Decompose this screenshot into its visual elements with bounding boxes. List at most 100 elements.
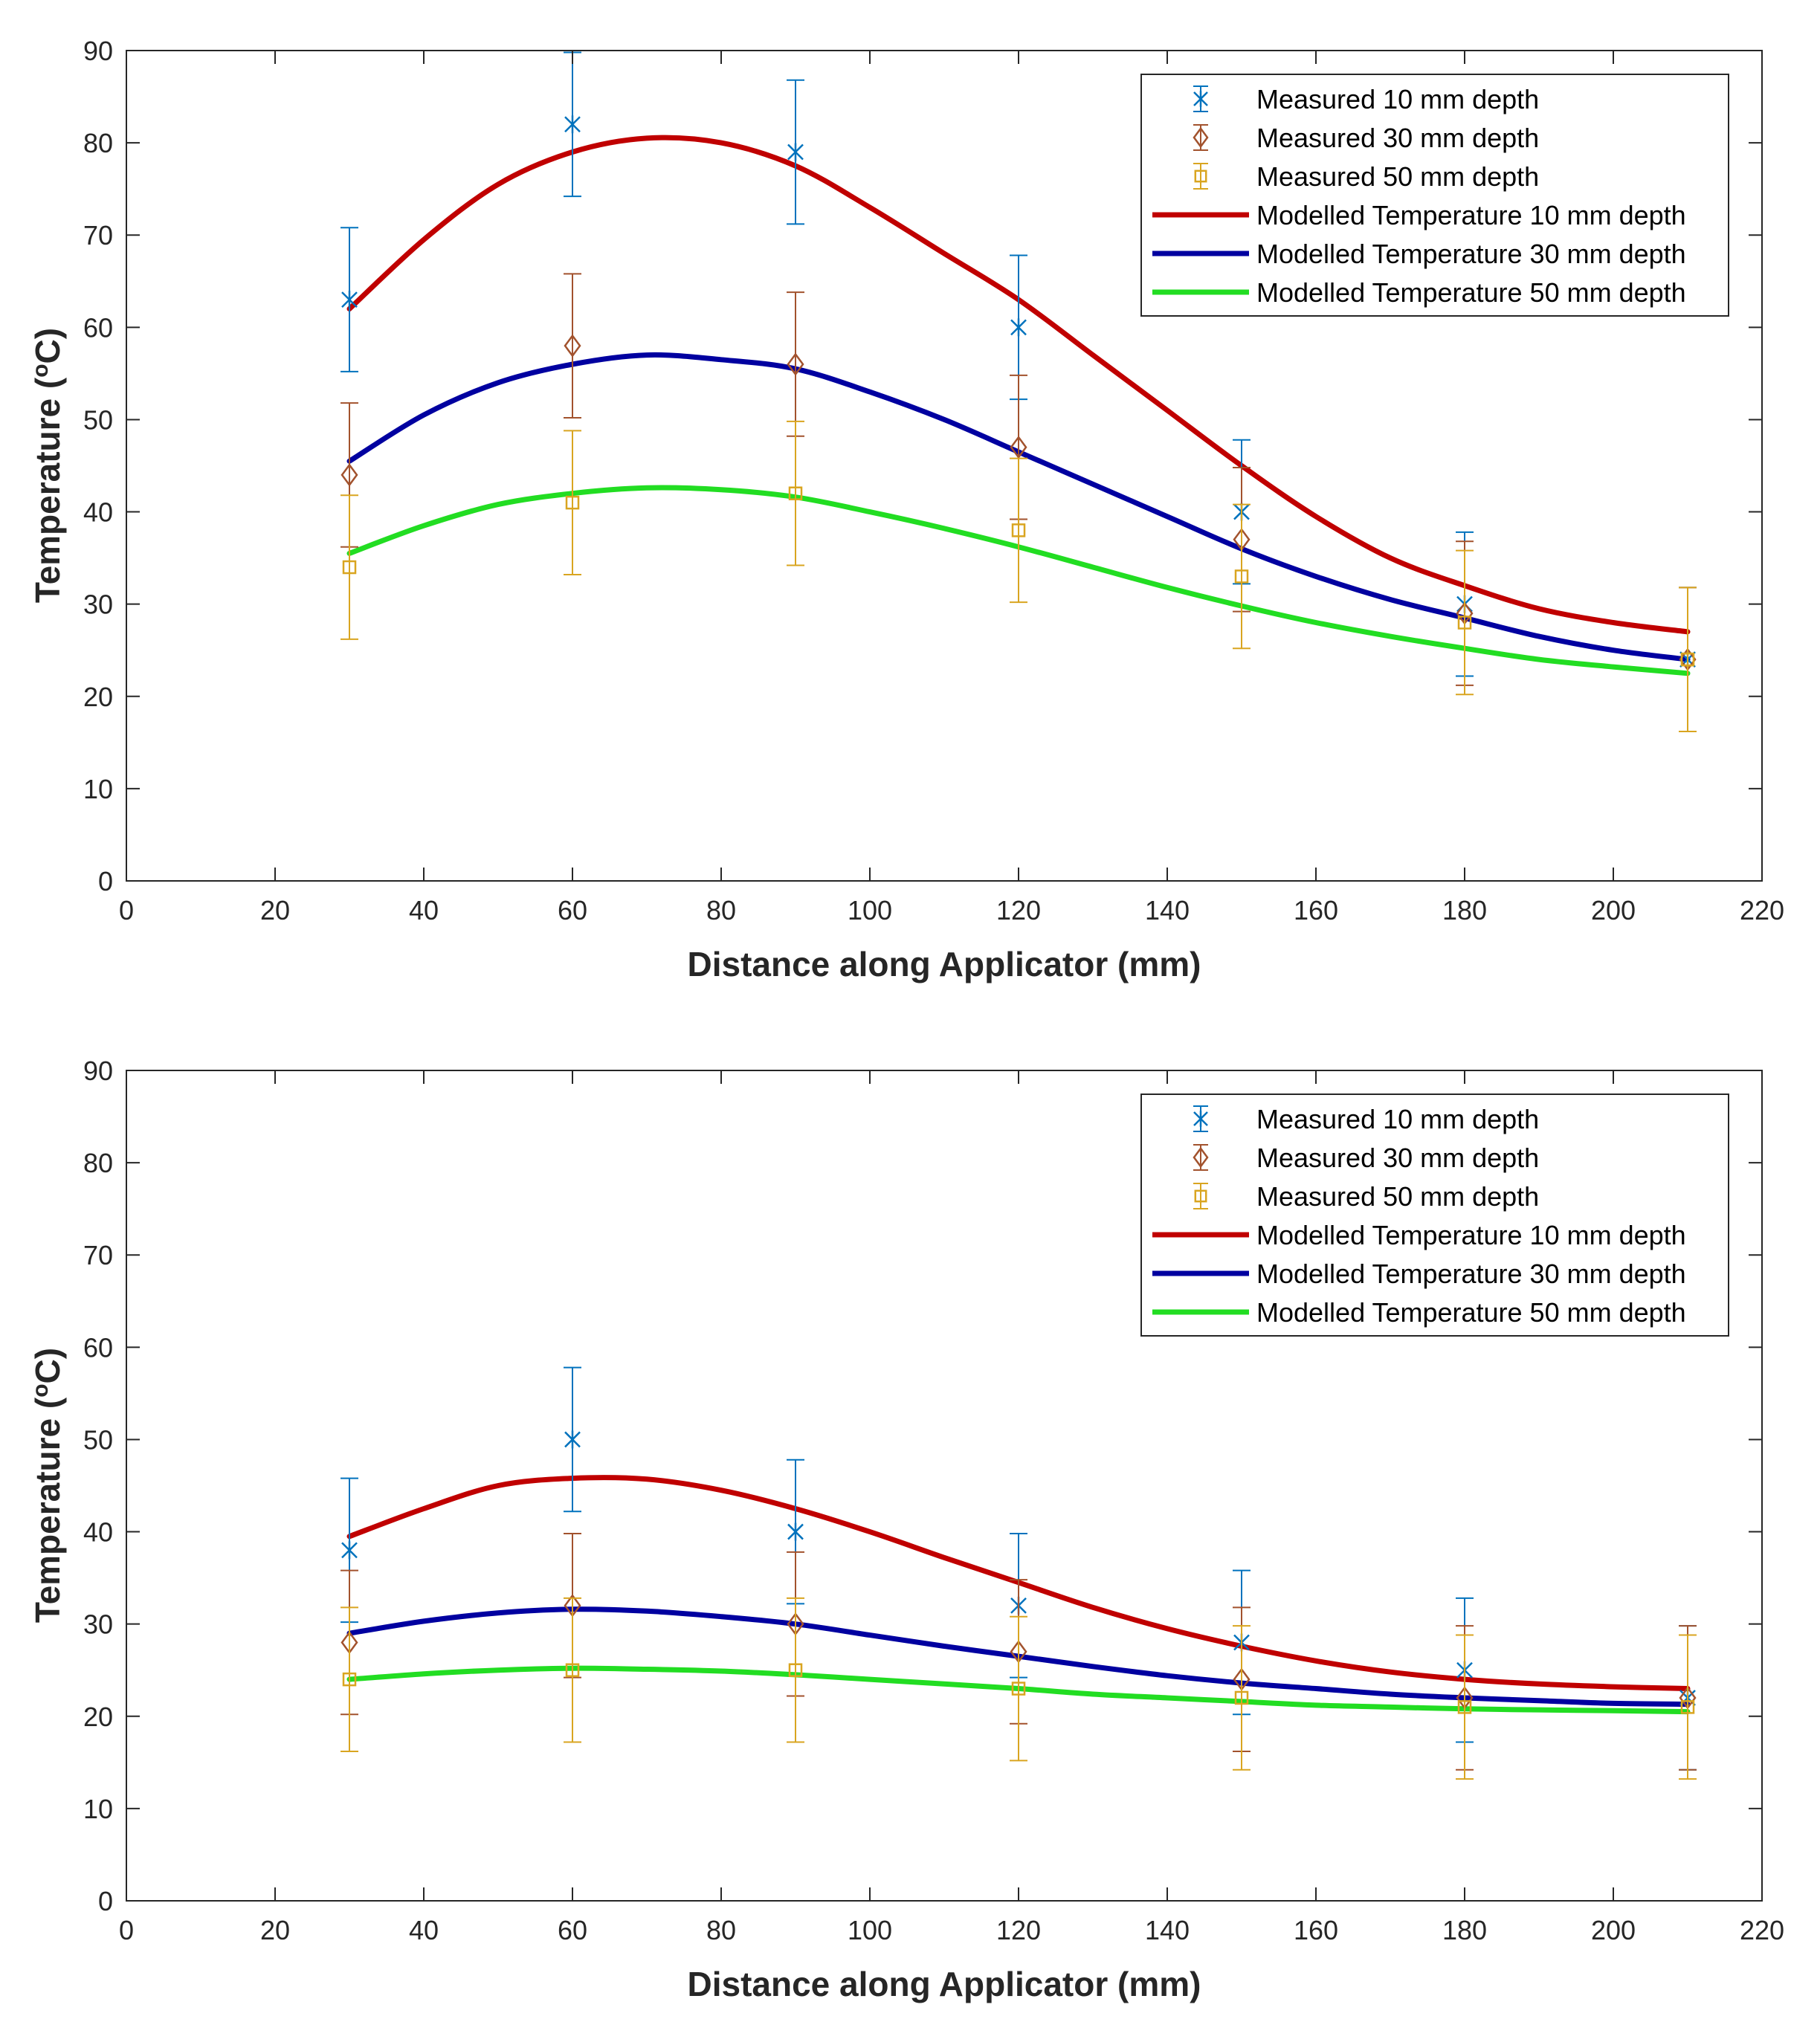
y-axis-label: Temperature (oC) [28, 328, 67, 603]
x-tick-label: 140 [1145, 1915, 1190, 1945]
measured-point-50mm [564, 1597, 581, 1743]
legend-label: Measured 50 mm depth [1256, 161, 1539, 192]
x-tick-label: 160 [1294, 895, 1338, 925]
x-tick-label: 140 [1145, 895, 1190, 925]
legend-item: Measured 30 mm depth [1193, 1143, 1539, 1173]
measured-point-50mm [1456, 1634, 1474, 1780]
y-tick-label: 80 [83, 1148, 113, 1178]
y-tick-label: 60 [83, 312, 113, 343]
measured-point-10mm [341, 227, 358, 372]
legend-item: Modelled Temperature 30 mm depth [1152, 239, 1686, 269]
legend-label: Modelled Temperature 30 mm depth [1256, 239, 1686, 269]
x-axis-label: Distance along Applicator (mm) [688, 945, 1201, 983]
legend-item: Measured 10 mm depth [1193, 84, 1539, 114]
measured-point-30mm [564, 273, 581, 419]
x-tick-label: 120 [996, 895, 1041, 925]
measured-point-10mm [787, 79, 804, 225]
x-tick-label: 0 [119, 1915, 134, 1945]
measured-point-50mm [1456, 549, 1474, 696]
legend-label: Modelled Temperature 30 mm depth [1256, 1259, 1686, 1289]
plot-area-border [126, 50, 1763, 882]
x-tick-label: 40 [409, 895, 439, 925]
x-tick-label: 20 [260, 895, 290, 925]
measured-point-50mm [341, 1606, 358, 1752]
measured-point-50mm [1679, 1634, 1697, 1780]
x-tick-label: 100 [848, 1915, 892, 1945]
x-tick-label: 60 [558, 1915, 587, 1945]
y-tick-label: 30 [83, 1609, 113, 1640]
y-tick-label: 70 [83, 1240, 113, 1270]
y-tick-label: 60 [83, 1332, 113, 1363]
legend-label: Measured 30 mm depth [1256, 123, 1539, 153]
legend-label: Modelled Temperature 10 mm depth [1256, 200, 1686, 230]
legend-item: Measured 30 mm depth [1193, 123, 1539, 153]
legend-label: Modelled Temperature 50 mm depth [1256, 277, 1686, 308]
legend-item: Modelled Temperature 10 mm depth [1152, 200, 1686, 230]
legend: Measured 10 mm depth Measured 30 mm depth… [1140, 74, 1729, 317]
y-tick-label: 90 [83, 1056, 113, 1086]
legend-box [1140, 74, 1729, 317]
legend-label: Measured 50 mm depth [1256, 1181, 1539, 1212]
y-tick-label: 90 [83, 36, 113, 66]
chart-top: 0 20 40 60 80 100 120 140 160 180 200 220 0 10 20 30 40 5… [28, 36, 1784, 983]
measured-point-30mm [787, 291, 804, 437]
measured-point-50mm [341, 494, 358, 640]
legend-item: Modelled Temperature 50 mm depth [1152, 1297, 1686, 1328]
measured-point-50mm [1010, 1615, 1027, 1762]
y-tick-label: 10 [83, 774, 113, 804]
measured-point-50mm [787, 1597, 804, 1743]
x-tick-label: 80 [706, 1915, 736, 1945]
measured-point-50mm [1010, 457, 1027, 604]
legend-item: Measured 50 mm depth [1193, 1181, 1539, 1212]
legend-label: Measured 10 mm depth [1256, 84, 1539, 114]
x-tick-label: 220 [1740, 1915, 1784, 1945]
legend-item: Modelled Temperature 50 mm depth [1152, 277, 1686, 308]
y-tick-label: 80 [83, 128, 113, 158]
chart-bottom: 0 20 40 60 80 100 120 140 160 180 200 220 0 10 20 30 40 5… [28, 1056, 1784, 2003]
legend-label: Measured 30 mm depth [1256, 1143, 1539, 1173]
y-tick-label: 10 [83, 1794, 113, 1824]
y-tick-label: 50 [83, 404, 113, 435]
x-tick-label: 200 [1591, 1915, 1636, 1945]
x-tick-label: 160 [1294, 1915, 1338, 1945]
legend: Measured 10 mm depth Measured 30 mm depth… [1140, 1094, 1729, 1337]
y-tick-label: 20 [83, 682, 113, 712]
x-axis-label: Distance along Applicator (mm) [688, 1965, 1201, 2003]
x-tick-label: 20 [260, 1915, 290, 1945]
y-tick-label: 40 [83, 497, 113, 528]
x-tick-label: 60 [558, 895, 587, 925]
measured-point-10mm [564, 1366, 581, 1513]
y-tick-label: 70 [83, 220, 113, 251]
measured-point-50mm [1679, 587, 1697, 732]
legend-box [1140, 1094, 1729, 1337]
x-tick-label: 80 [706, 895, 736, 925]
legend-label: Modelled Temperature 10 mm depth [1256, 1220, 1686, 1250]
x-tick-label: 180 [1442, 1915, 1487, 1945]
x-tick-label: 0 [119, 895, 134, 925]
x-tick-label: 220 [1740, 895, 1784, 925]
x-tick-label: 180 [1442, 895, 1487, 925]
y-tick-label: 0 [98, 1886, 113, 1916]
legend-label: Measured 10 mm depth [1256, 1104, 1539, 1134]
x-tick-label: 100 [848, 895, 892, 925]
y-tick-label: 40 [83, 1517, 113, 1548]
x-tick-label: 120 [996, 1915, 1041, 1945]
measured-point-50mm [1233, 1625, 1251, 1771]
y-tick-label: 30 [83, 589, 113, 620]
measured-point-50mm [564, 430, 581, 575]
y-axis-label: Temperature (oC) [28, 1348, 67, 1623]
legend-item: Measured 50 mm depth [1193, 161, 1539, 192]
measured-point-50mm [787, 420, 804, 566]
legend-label: Modelled Temperature 50 mm depth [1256, 1297, 1686, 1328]
y-tick-label: 20 [83, 1702, 113, 1732]
y-tick-label: 50 [83, 1424, 113, 1455]
legend-item: Modelled Temperature 10 mm depth [1152, 1220, 1686, 1250]
legend-item: Modelled Temperature 30 mm depth [1152, 1259, 1686, 1289]
plot-area-border [126, 1070, 1763, 1902]
measured-point-50mm [1233, 503, 1251, 650]
x-tick-label: 200 [1591, 895, 1636, 925]
x-tick-label: 40 [409, 1915, 439, 1945]
legend-item: Measured 10 mm depth [1193, 1104, 1539, 1134]
y-tick-label: 0 [98, 866, 113, 897]
